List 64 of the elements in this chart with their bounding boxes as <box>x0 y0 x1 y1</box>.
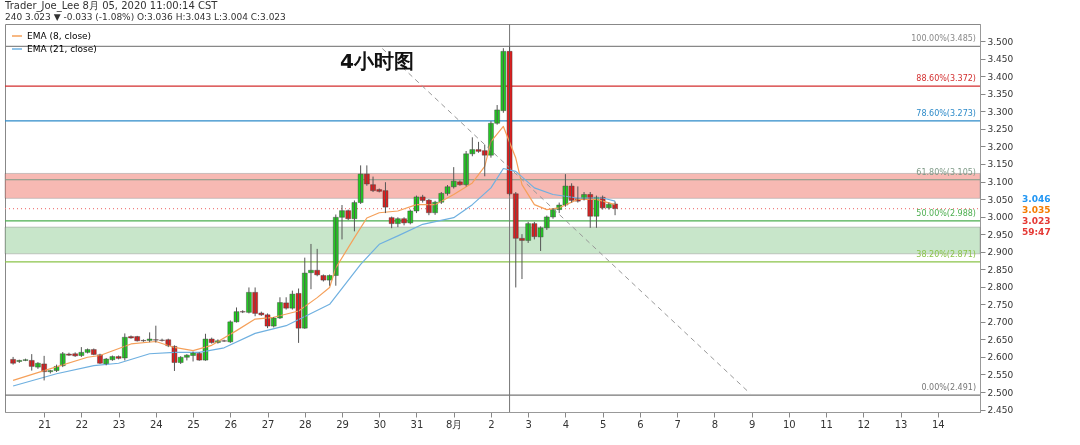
x-tick-label: 3 <box>525 418 532 430</box>
ref-line-label: 100.00%(3.485) <box>911 34 976 44</box>
text: Trader_Joe_Lee 8月 05, 2020 11:00:14 CST <box>4 0 219 12</box>
x-tick-label: 6 <box>637 418 644 430</box>
legend-label: EMA (8, close) <box>27 31 92 41</box>
x-tick-label: 9 <box>748 418 756 430</box>
x-tick-label: 24 <box>149 418 163 430</box>
x-tick-label: 2 <box>488 418 495 430</box>
x-tick-label: 4 <box>562 418 570 430</box>
y-tick-label: 3.100 <box>987 177 1014 188</box>
y-tick-label: 2.950 <box>987 229 1014 240</box>
x-tick-label: 7 <box>674 418 681 430</box>
text: 4小时图 <box>340 49 414 73</box>
y-tick-label: 3.300 <box>987 106 1014 117</box>
text: 3.035 <box>1022 204 1051 215</box>
y-tick-label: 2.700 <box>987 317 1014 328</box>
x-tick-label: 23 <box>112 418 126 430</box>
legend-label: EMA (21, close) <box>27 44 97 54</box>
y-tick-label: 2.800 <box>987 282 1014 293</box>
x-tick-label: 26 <box>224 418 238 430</box>
y-tick-label: 3.250 <box>987 124 1014 135</box>
text: 3.046 <box>1022 193 1051 204</box>
text: 240 3.023 ▼ -0.033 (-1.08%) O:3.036 H:3.043 L:3.004 C:3.023 <box>5 12 286 22</box>
y-tick-label: 2.900 <box>987 247 1014 258</box>
x-tick-label: 5 <box>599 418 607 430</box>
x-tick-label: 14 <box>931 418 945 430</box>
y-tick-label: 2.550 <box>987 369 1014 380</box>
line-series <box>12 125 616 382</box>
line-series <box>12 167 616 387</box>
x-tick-label: 22 <box>75 418 89 430</box>
y-tick-label: 3.400 <box>987 71 1014 82</box>
x-tick-label: 31 <box>410 418 424 430</box>
y-tick-label: 2.750 <box>987 299 1014 310</box>
text: 3.023 <box>1022 215 1051 226</box>
x-tick-label: 8 <box>711 418 719 430</box>
x-tick-label: 21 <box>38 418 51 430</box>
ref-line-label: 88.60%(3.372) <box>916 74 976 84</box>
ref-line-label: 50.00%(2.988) <box>916 208 976 218</box>
y-tick-label: 3.050 <box>987 194 1014 205</box>
text: 59:47 <box>1022 226 1051 237</box>
x-tick-label: 27 <box>261 418 275 430</box>
x-tick-label: 8月 <box>446 418 463 430</box>
y-tick-label: 2.600 <box>987 352 1014 363</box>
y-tick-label: 3.500 <box>987 36 1014 47</box>
x-tick-label: 11 <box>820 418 833 430</box>
y-tick-label: 3.350 <box>987 89 1014 100</box>
y-tick-label: 2.500 <box>987 387 1014 398</box>
y-tick-label: 3.450 <box>987 54 1014 65</box>
x-tick-label: 13 <box>894 418 908 430</box>
x-tick-label: 12 <box>857 418 871 430</box>
ref-line-label: 78.60%(3.273) <box>916 108 976 118</box>
ref-line-label: 38.20%(2.871) <box>916 249 976 259</box>
x-tick-label: 25 <box>187 418 200 430</box>
x-tick-label: 10 <box>782 418 796 430</box>
x-tick-label: 30 <box>373 418 387 430</box>
y-tick-label: 3.000 <box>987 212 1014 223</box>
y-tick-label: 2.450 <box>987 405 1014 416</box>
x-tick-label: 28 <box>298 418 312 430</box>
y-tick-label: 3.150 <box>987 159 1014 170</box>
y-tick-label: 3.200 <box>987 141 1014 152</box>
ref-line-label: 0.00%(2.491) <box>921 383 976 393</box>
y-tick-label: 2.650 <box>987 334 1014 345</box>
x-tick-label: 29 <box>336 418 349 430</box>
y-tick-label: 2.850 <box>987 264 1014 275</box>
